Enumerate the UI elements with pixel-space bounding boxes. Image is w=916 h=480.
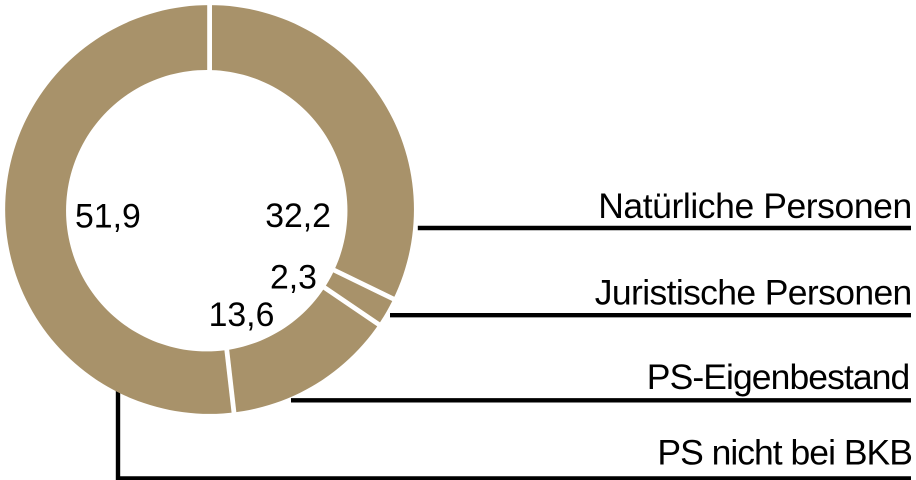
svg-text:PS nicht bei BKB: PS nicht bei BKB <box>657 432 913 472</box>
svg-text:32,2: 32,2 <box>265 197 331 235</box>
svg-text:PS-Eigenbestand: PS-Eigenbestand <box>647 357 911 397</box>
svg-text:13,6: 13,6 <box>209 296 275 334</box>
svg-text:Natürliche Personen: Natürliche Personen <box>598 186 912 226</box>
svg-text:Juristische Personen: Juristische Personen <box>595 272 913 312</box>
svg-text:2,3: 2,3 <box>270 258 317 296</box>
svg-text:51,9: 51,9 <box>75 197 141 235</box>
